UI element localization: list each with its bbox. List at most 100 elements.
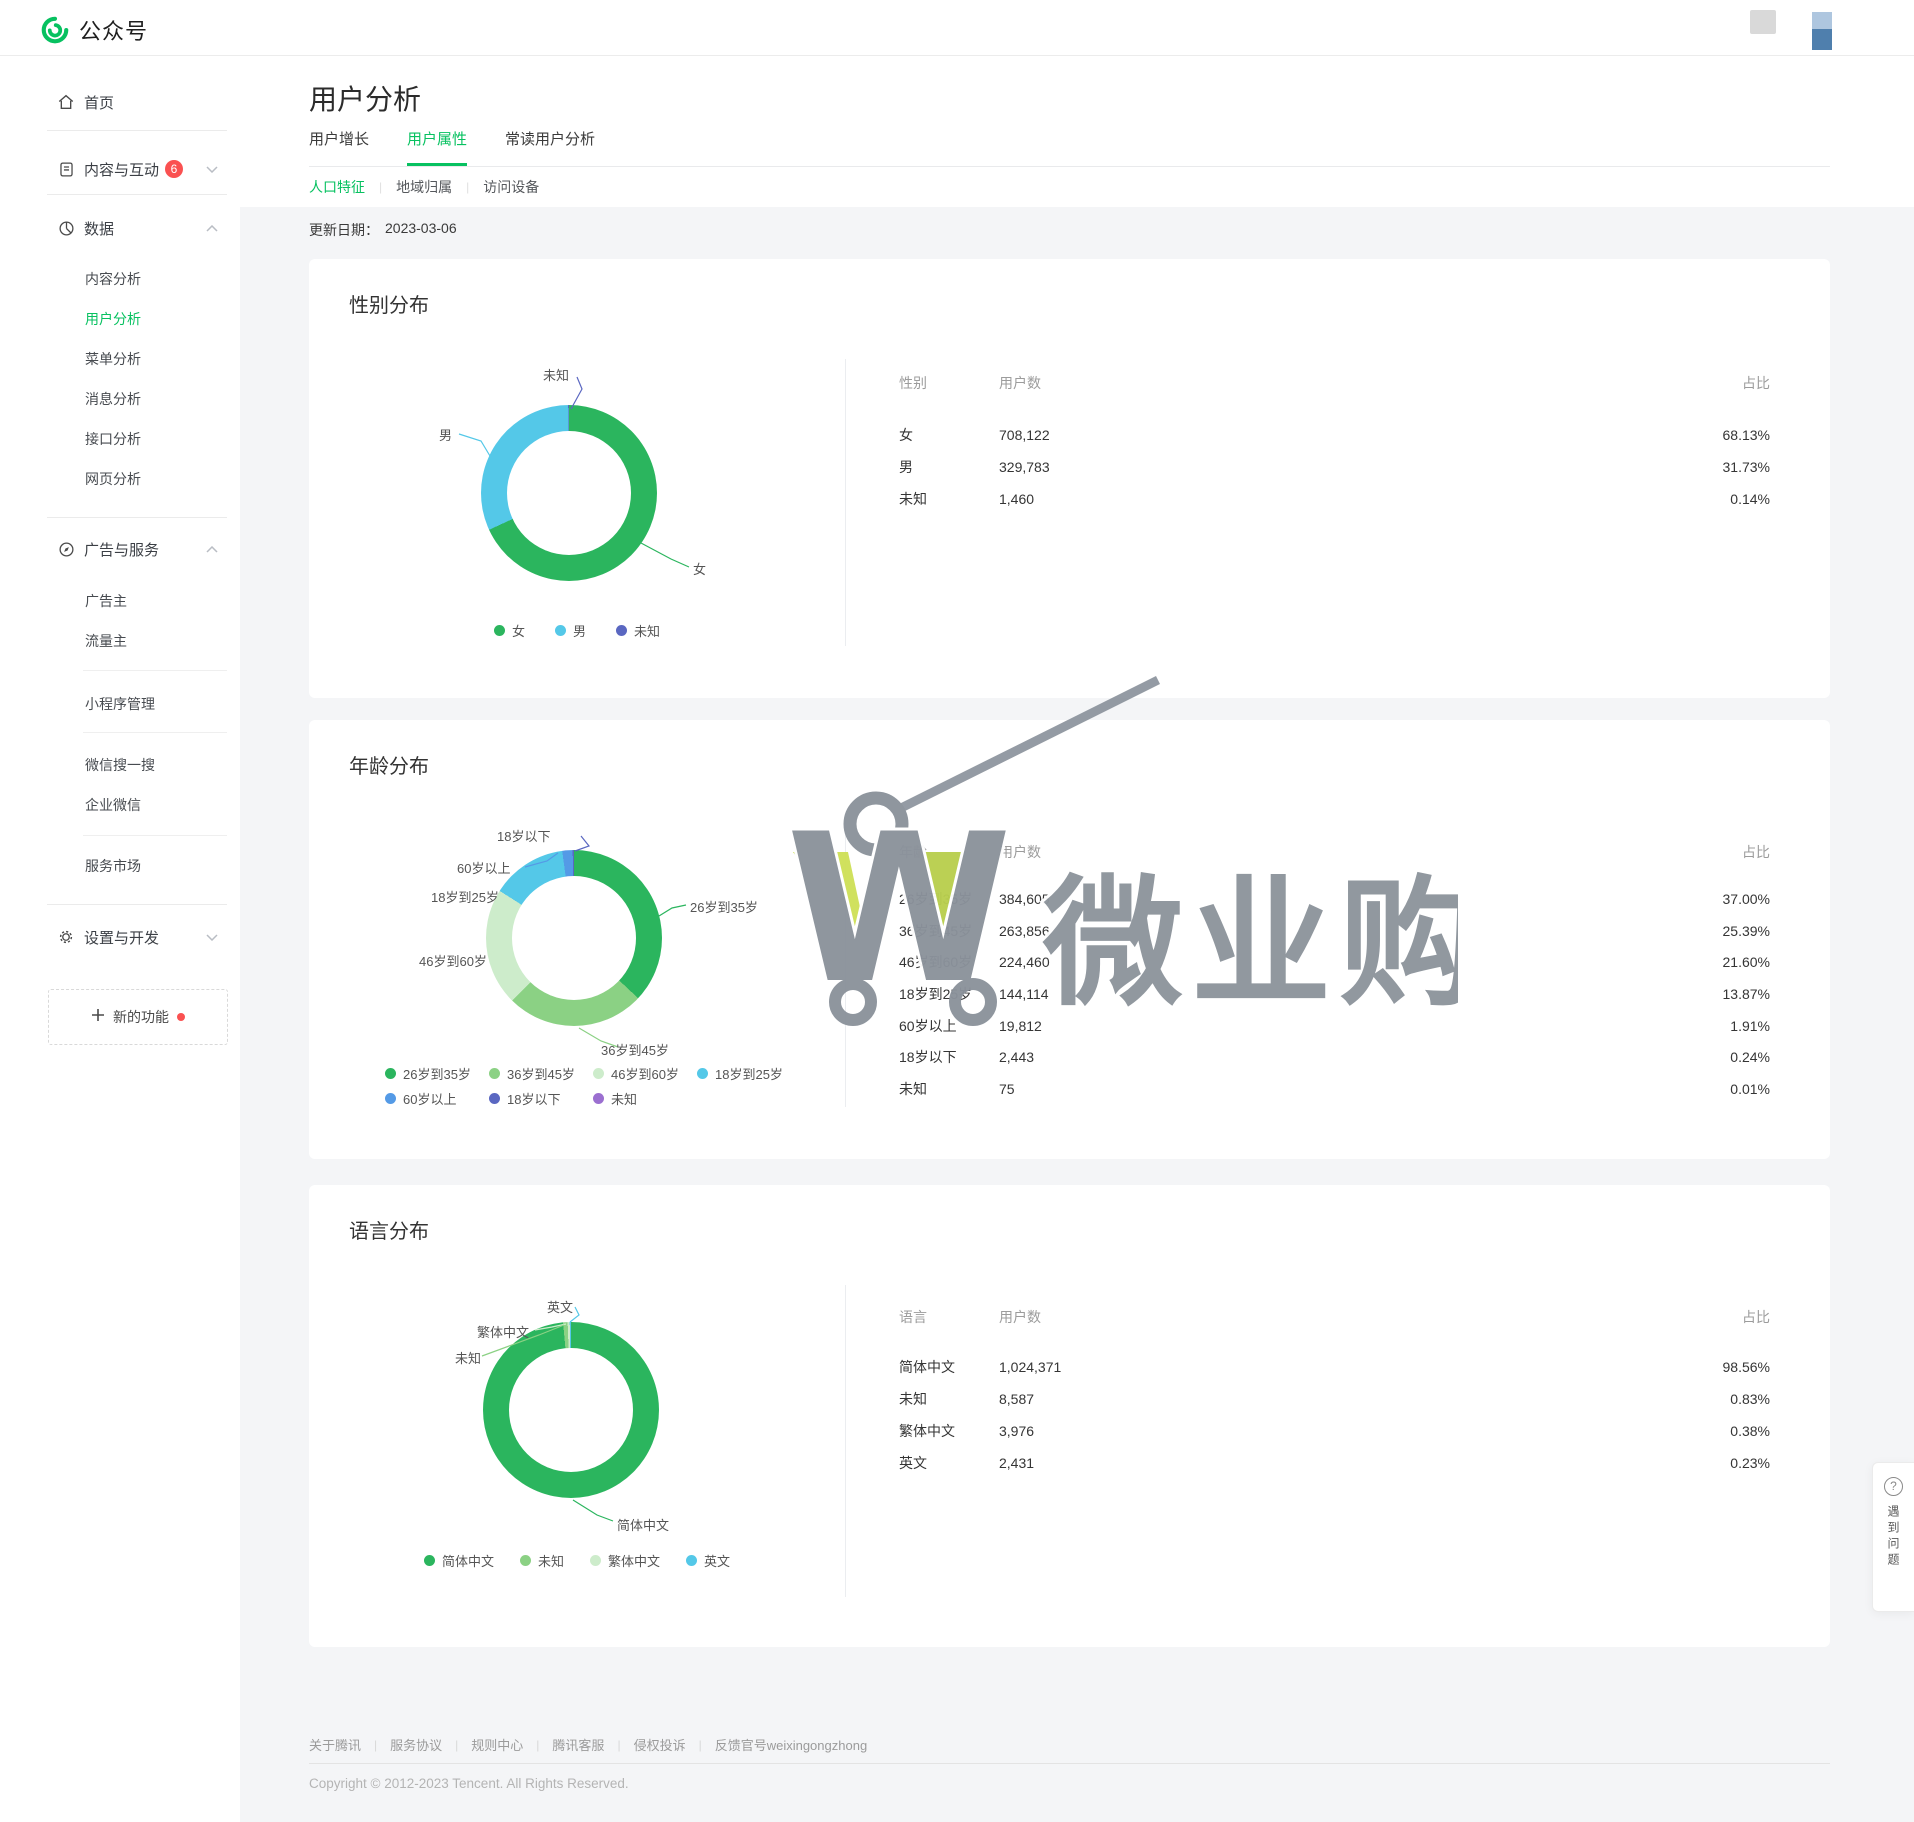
- document-icon: [57, 160, 75, 178]
- sidebar-item-web-analysis[interactable]: 网页分析: [85, 471, 141, 487]
- callout-under-18: 18岁以下: [497, 829, 551, 844]
- legend-item[interactable]: 18岁以下: [489, 1089, 593, 1108]
- sidebar-item-wx-search[interactable]: 微信搜一搜: [85, 757, 155, 773]
- legend-item[interactable]: 女: [493, 621, 525, 640]
- legend-dot: [593, 1093, 604, 1104]
- legend-dot: [554, 625, 566, 636]
- legend-item[interactable]: 简体中文: [423, 1551, 494, 1570]
- footer-link-rules[interactable]: 规则中心: [471, 1738, 524, 1753]
- callout-female: 女: [693, 562, 707, 577]
- legend-label: 36岁到45岁: [507, 1067, 575, 1082]
- footer-link-about[interactable]: 关于腾讯: [309, 1738, 362, 1753]
- help-label: 遇到问题: [1886, 1505, 1900, 1569]
- page-title: 用户分析: [309, 84, 422, 115]
- col-header-age: 年龄: [899, 844, 927, 860]
- browser-widget-gray: [1750, 10, 1776, 34]
- col-header-users: 用户数: [999, 1309, 1041, 1325]
- legend-item[interactable]: 繁体中文: [590, 1551, 660, 1570]
- legend-item[interactable]: 46岁到60岁: [593, 1064, 697, 1083]
- footer-link-support[interactable]: 腾讯客服: [552, 1738, 605, 1753]
- table-row: 未知 75 0.01%: [899, 1073, 1770, 1105]
- sidebar-item-settings-dev[interactable]: 设置与开发: [0, 917, 240, 957]
- legend-item[interactable]: 60岁以上: [385, 1089, 489, 1108]
- age-distribution-card: 年龄分布 18岁以下 60岁以上 18岁到25岁 46岁到60岁: [309, 720, 1830, 1159]
- divider: [309, 1763, 1830, 1764]
- sidebar-item-menu-analysis[interactable]: 菜单分析: [85, 351, 141, 367]
- section-title-gender: 性别分布: [349, 295, 429, 317]
- cell-users: 3,976: [999, 1423, 1035, 1439]
- legend-label: 未知: [611, 1092, 638, 1107]
- section-title-age: 年龄分布: [349, 756, 429, 778]
- legend-dot: [697, 1068, 708, 1079]
- update-date-row: 更新日期： 2023-03-06: [309, 220, 1830, 240]
- sidebar-item-traffic-owner[interactable]: 流量主: [85, 633, 127, 649]
- footer-link-terms[interactable]: 服务协议: [390, 1738, 443, 1753]
- sidebar-item-home[interactable]: 首页: [0, 82, 240, 122]
- sidebar-item-data[interactable]: 数据: [0, 208, 240, 248]
- divider: [845, 359, 846, 646]
- sidebar-item-ads-services[interactable]: 广告与服务: [0, 529, 240, 569]
- cell-label: 18岁到25岁: [899, 985, 973, 1002]
- footer-link-report[interactable]: 侵权投诉: [633, 1738, 686, 1753]
- legend-item[interactable]: 未知: [519, 1551, 564, 1570]
- sidebar-label-settings: 设置与开发: [84, 929, 160, 947]
- col-header-pct: 占比: [1742, 375, 1770, 391]
- legend-item[interactable]: 未知: [593, 1089, 697, 1108]
- update-date-label: 更新日期：: [309, 222, 379, 238]
- gender-donut: [481, 405, 657, 581]
- copyright: Copyright © 2012-2023 Tencent. All Right…: [309, 1776, 629, 1791]
- tab-regular-readers[interactable]: 常读用户分析: [505, 131, 596, 148]
- cell-pct: 0.38%: [1730, 1423, 1770, 1439]
- callout-36-45: 36岁到45岁: [601, 1043, 669, 1058]
- cell-users: 19,812: [999, 1017, 1042, 1034]
- compass-icon: [57, 540, 75, 558]
- app-logo[interactable]: 公众号: [40, 14, 148, 46]
- age-donut-chart: 18岁以下 60岁以上 18岁到25岁 46岁到60岁 26岁到35岁 36岁到…: [309, 720, 845, 1159]
- col-header-language: 语言: [899, 1309, 927, 1325]
- legend-item[interactable]: 未知: [616, 621, 660, 640]
- sidebar-item-advertiser[interactable]: 广告主: [85, 593, 127, 609]
- sidebar-label-data: 数据: [84, 220, 115, 238]
- cell-pct: 25.39%: [1722, 922, 1770, 939]
- divider: [845, 820, 846, 1107]
- legend-item[interactable]: 36岁到45岁: [489, 1064, 593, 1083]
- cell-pct: 0.14%: [1730, 491, 1770, 507]
- table-row: 男 329,783 31.73%: [899, 451, 1770, 483]
- subtab-demographics[interactable]: 人口特征: [309, 179, 365, 195]
- gender-distribution-card: 性别分布 未知 男 女 女 男 未知: [309, 259, 1830, 698]
- sidebar-item-message-analysis[interactable]: 消息分析: [85, 391, 141, 407]
- legend-dot: [616, 625, 627, 636]
- subtab-devices[interactable]: 访问设备: [483, 179, 540, 195]
- table-row: 60岁以上 19,812 1.91%: [899, 1010, 1770, 1042]
- help-button[interactable]: ? 遇到问题: [1872, 1462, 1914, 1612]
- new-feature-button[interactable]: 新的功能: [48, 989, 228, 1045]
- legend-item[interactable]: 26岁到35岁: [385, 1064, 489, 1083]
- sidebar-item-mini-program[interactable]: 小程序管理: [85, 696, 155, 712]
- legend-dot: [519, 1555, 531, 1566]
- divider: [845, 1285, 846, 1597]
- legend-item[interactable]: 男: [554, 621, 586, 640]
- sidebar-item-user-analysis[interactable]: 用户分析: [85, 311, 141, 327]
- table-row: 18岁以下 2,443 0.24%: [899, 1041, 1770, 1073]
- sidebar-item-api-analysis[interactable]: 接口分析: [85, 431, 141, 447]
- sidebar-item-content-interact[interactable]: 内容与互动 6: [0, 149, 240, 189]
- callout-unknown: 未知: [455, 1351, 482, 1366]
- legend-dot: [686, 1555, 698, 1566]
- legend-label: 繁体中文: [608, 1554, 661, 1569]
- tab-user-attributes[interactable]: 用户属性: [407, 130, 468, 166]
- sidebar-item-content-analysis[interactable]: 内容分析: [85, 271, 141, 287]
- legend-item[interactable]: 英文: [686, 1551, 730, 1570]
- subtab-region[interactable]: 地域归属: [396, 179, 453, 195]
- cell-label: 未知: [899, 1391, 927, 1407]
- footer-links: 关于腾讯 | 服务协议 | 规则中心 | 腾讯客服 | 侵权投诉 | 反馈官号weixin…: [309, 1735, 1830, 1754]
- cell-pct: 37.00%: [1722, 890, 1770, 907]
- legend-label: 60岁以上: [403, 1092, 457, 1107]
- sidebar-item-service-market[interactable]: 服务市场: [85, 858, 141, 874]
- footer-link-feedback[interactable]: 反馈官号weixingongzhong: [714, 1738, 868, 1753]
- cell-pct: 13.87%: [1722, 985, 1770, 1002]
- divider: [47, 194, 227, 195]
- sidebar-item-wecom[interactable]: 企业微信: [85, 797, 141, 813]
- col-header-pct: 占比: [1742, 844, 1770, 860]
- tab-user-growth[interactable]: 用户增长: [309, 131, 370, 148]
- legend-item[interactable]: 18岁到25岁: [697, 1064, 801, 1083]
